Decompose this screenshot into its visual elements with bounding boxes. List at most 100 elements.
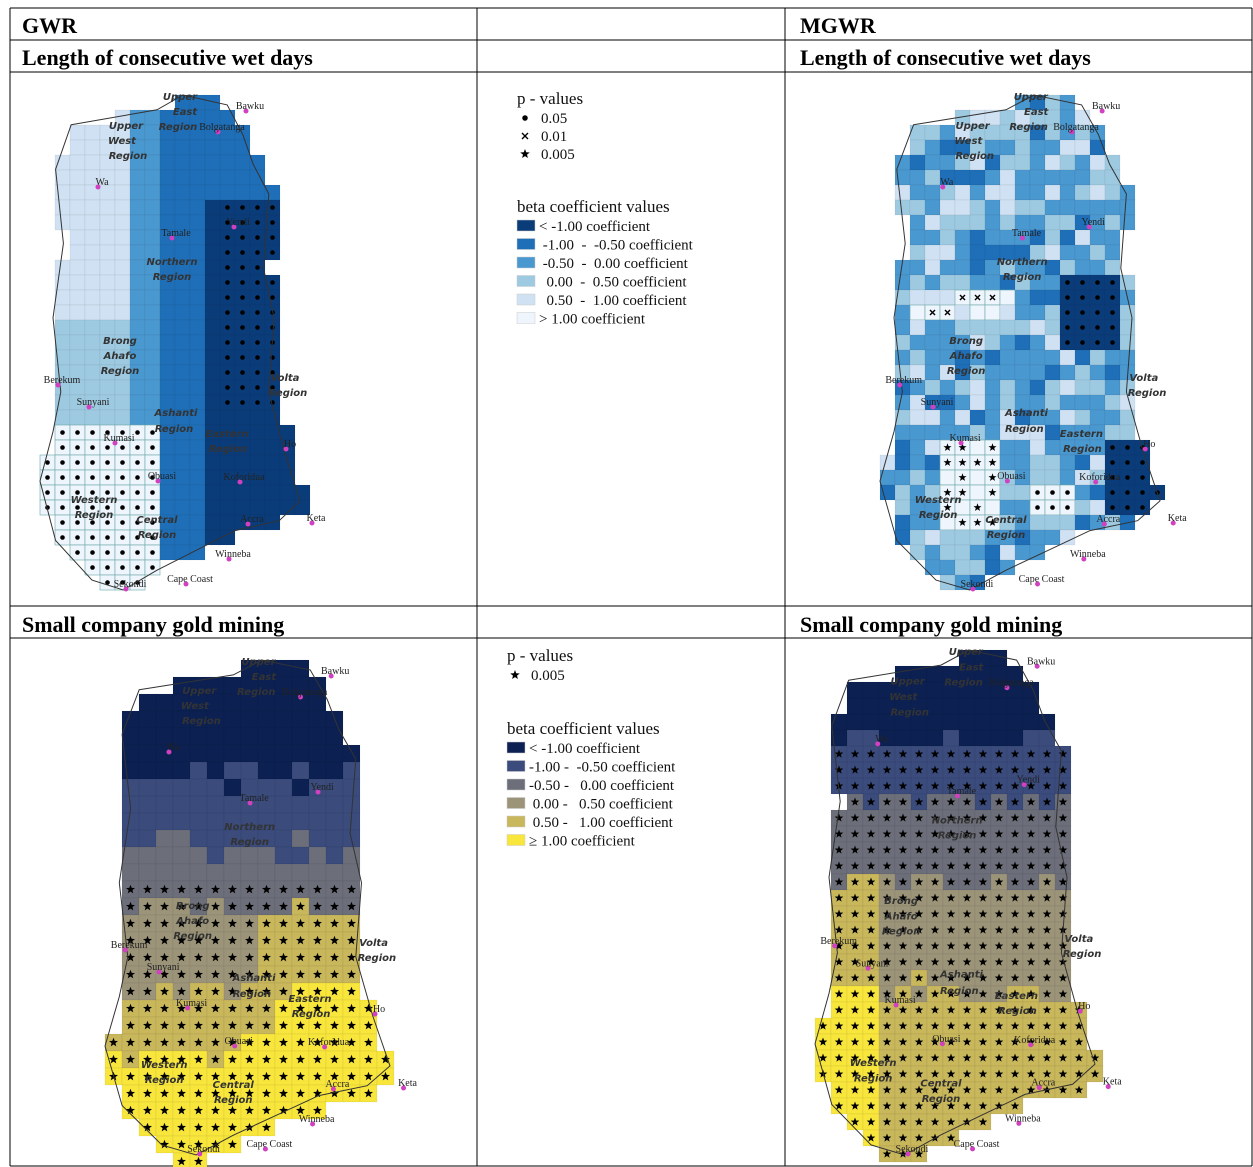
dot-symbol (135, 490, 140, 495)
legend-swatch (517, 313, 535, 324)
map-cell (910, 290, 925, 305)
dot-symbol (255, 265, 260, 270)
region-label: Volta (359, 938, 388, 949)
map-cell (1015, 140, 1030, 155)
map-cell (970, 485, 985, 500)
map-cell (1007, 730, 1023, 746)
map-cell (1030, 380, 1045, 395)
map-cell (1075, 455, 1090, 470)
map-cell (85, 320, 100, 335)
map-cell (292, 745, 309, 762)
map-cell (1060, 350, 1075, 365)
map-cell (139, 694, 156, 711)
map-cell (190, 796, 207, 813)
map-cell (190, 305, 205, 320)
legend-item: < -1.00 coefficient (539, 219, 651, 235)
map-cell (1015, 335, 1030, 350)
map-cell (275, 745, 292, 762)
map-cell (925, 275, 940, 290)
map-cell (925, 200, 940, 215)
map-cell (910, 425, 925, 440)
map-cell (910, 155, 925, 170)
map-cell (70, 275, 85, 290)
region-label: Volta (1129, 373, 1158, 384)
region-label: Northern (147, 257, 198, 268)
map-cell (985, 350, 1000, 365)
map-cell (955, 320, 970, 335)
dot-symbol (240, 370, 245, 375)
dot-symbol (225, 400, 230, 405)
region-label: Brong (884, 896, 918, 907)
dot-symbol (150, 550, 155, 555)
map-cell (940, 140, 955, 155)
map-cell (863, 714, 879, 730)
map-cell (139, 762, 156, 779)
map-cell (156, 779, 173, 796)
map-cell (275, 864, 292, 881)
legend-item: 0.50 - 1.00 coefficient (529, 815, 674, 831)
map-cell (160, 200, 175, 215)
map-cell (1075, 485, 1090, 500)
map-cell (235, 170, 250, 185)
city-label: Obuasi (225, 1036, 254, 1047)
dot-symbol (60, 475, 65, 480)
map-cell (910, 530, 925, 545)
dot-symbol (1065, 505, 1070, 510)
map-cell (1060, 200, 1075, 215)
dot-symbol (255, 400, 260, 405)
dot-symbol (1095, 295, 1100, 300)
map-cell (280, 425, 295, 440)
map-cell (292, 660, 309, 677)
dot-symbol (270, 205, 275, 210)
legend-item: ≥ 1.00 coefficient (529, 834, 636, 850)
dot-symbol (270, 220, 275, 225)
map-cell (115, 260, 130, 275)
map-cell (190, 830, 207, 847)
map-cell (1090, 455, 1105, 470)
dot-symbol (1065, 310, 1070, 315)
map-cell (1000, 335, 1015, 350)
map-cell (985, 560, 1000, 575)
region-label: Western (850, 1058, 897, 1069)
map-cell (1015, 455, 1030, 470)
map-cell (925, 350, 940, 365)
dot-symbol (105, 460, 110, 465)
map-cell (343, 762, 360, 779)
map-cell (70, 230, 85, 245)
dot-symbol (75, 535, 80, 540)
dot-symbol (1065, 280, 1070, 285)
dot-symbol (240, 205, 245, 210)
map-cell (205, 140, 220, 155)
map-cell (85, 230, 100, 245)
map-cell (326, 864, 343, 881)
legend-item: 0.01 (541, 129, 567, 145)
map-cell (985, 425, 1000, 440)
map-cell (1090, 380, 1105, 395)
map-cell (139, 728, 156, 745)
star-symbol (520, 149, 530, 158)
region-label: Region (947, 366, 986, 377)
city-label: Sekondi (187, 1144, 220, 1155)
map-cell (309, 864, 326, 881)
map-cell (130, 245, 145, 260)
map-cell (100, 260, 115, 275)
legend-item: < -1.00 coefficient (529, 741, 641, 757)
region-label: Upper (891, 677, 926, 688)
dot-symbol (1110, 310, 1115, 315)
dot-symbol (60, 505, 65, 510)
map-cell (927, 682, 943, 698)
map-cell (959, 714, 975, 730)
dot-symbol (1050, 490, 1055, 495)
map-cell (1060, 530, 1075, 545)
map-cell (220, 185, 235, 200)
map-cell (955, 230, 970, 245)
map-cell (925, 470, 940, 485)
dot-symbol (225, 235, 230, 240)
map-cell (85, 245, 100, 260)
map-cell (85, 365, 100, 380)
map-cell (985, 275, 1000, 290)
map-cell (985, 500, 1000, 515)
dot-symbol (1140, 505, 1145, 510)
map-cell (220, 155, 235, 170)
map-cell (1045, 440, 1060, 455)
